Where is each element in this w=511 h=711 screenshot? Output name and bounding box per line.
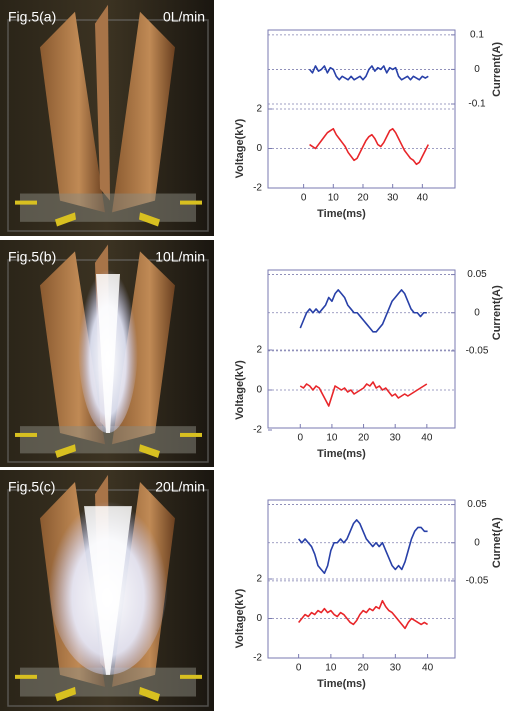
y-tick-label: 0 — [256, 143, 262, 154]
y2-tick-label: 0.1 — [470, 29, 484, 40]
series-line — [299, 381, 428, 407]
y2-tick-label: 0 — [474, 64, 480, 75]
y-tick-label: 2 — [256, 104, 262, 115]
panel: Fig.5(c) 20L/min 0 10 20 30 40 -2 0 2 -0.05 0 0.05 Ti… — [0, 470, 503, 711]
y2-tick-label: 0.05 — [467, 499, 487, 510]
y-tick-label: -2 — [253, 183, 262, 194]
series-line — [298, 599, 429, 630]
y2-tick-label: -0.1 — [468, 99, 486, 110]
x-tick-label: 30 — [390, 663, 402, 674]
flow-rate: 0L/min — [163, 9, 205, 25]
x-tick-label: 10 — [326, 433, 338, 444]
discharge — [96, 274, 120, 433]
x-tick-label: 20 — [358, 663, 370, 674]
marker — [180, 200, 202, 205]
flow-rate: 20L/min — [155, 479, 205, 495]
x-tick-label: 30 — [387, 193, 399, 204]
x-axis-label: Time(ms) — [317, 678, 366, 690]
plot-frame — [267, 269, 456, 429]
discharge — [84, 506, 132, 675]
marker — [180, 674, 202, 679]
series-line — [299, 289, 427, 333]
y2-axis-label: Current(A) — [491, 285, 503, 340]
x-tick-label: 20 — [357, 193, 369, 204]
y-tick-label: 0 — [256, 385, 262, 396]
y2-axis-label: Curnet(A) — [491, 517, 503, 568]
vane — [112, 11, 175, 213]
photo-label: Fig.5(b) — [8, 249, 56, 265]
vane — [40, 11, 105, 213]
y2-tick-label: -0.05 — [466, 576, 489, 587]
base — [20, 193, 196, 222]
marker — [15, 674, 37, 679]
y-tick-label: -2 — [253, 653, 262, 664]
x-tick-label: 40 — [417, 193, 429, 204]
x-tick-label: 40 — [422, 663, 434, 674]
photo-label: Fig.5(c) — [8, 479, 55, 495]
y-tick-label: 2 — [256, 574, 262, 585]
x-tick-label: 10 — [328, 193, 340, 204]
x-tick-label: 10 — [325, 663, 337, 674]
series-line — [308, 65, 429, 81]
x-tick-label: 40 — [421, 433, 433, 444]
x-tick-label: 0 — [296, 663, 302, 674]
photo-label: Fig.5(a) — [8, 9, 56, 25]
x-axis-label: Time(ms) — [317, 208, 366, 220]
y-axis-label: Voltage(kV) — [234, 588, 246, 648]
panel: Fig.5(a) 0L/min 0 10 20 30 40 -2 0 2 -0.1 0 0.1 Time(… — [0, 0, 503, 236]
vane — [95, 4, 110, 201]
y-tick-label: 2 — [256, 345, 262, 356]
marker — [139, 444, 160, 458]
y-axis-label: Voltage(kV) — [234, 118, 246, 178]
marker — [139, 212, 160, 227]
y-axis-label: Voltage(kV) — [234, 360, 246, 420]
panel: Fig.5(b) 10L/min 0 10 20 30 40 -2 0 2 -0.05 0 0.05 Ti… — [0, 240, 503, 467]
marker — [139, 686, 160, 702]
y2-tick-label: -0.05 — [466, 346, 489, 357]
x-axis-label: Time(ms) — [317, 448, 366, 460]
y2-tick-label: 0.05 — [467, 269, 487, 280]
y2-tick-label: 0 — [474, 307, 480, 318]
marker — [15, 432, 37, 437]
y2-tick-label: 0 — [474, 537, 480, 548]
x-tick-label: 0 — [297, 433, 303, 444]
x-tick-label: 0 — [301, 193, 307, 204]
x-tick-label: 30 — [390, 433, 402, 444]
series-line — [309, 127, 430, 166]
flow-rate: 10L/min — [155, 249, 205, 265]
marker — [55, 212, 76, 227]
y-tick-label: -2 — [253, 425, 262, 436]
y2-axis-label: Current(A) — [491, 42, 503, 97]
marker — [55, 686, 76, 702]
series-line — [298, 519, 428, 575]
marker — [55, 444, 76, 458]
marker — [180, 432, 202, 437]
y-tick-label: 0 — [256, 613, 262, 624]
marker — [15, 200, 37, 205]
x-tick-label: 20 — [358, 433, 370, 444]
